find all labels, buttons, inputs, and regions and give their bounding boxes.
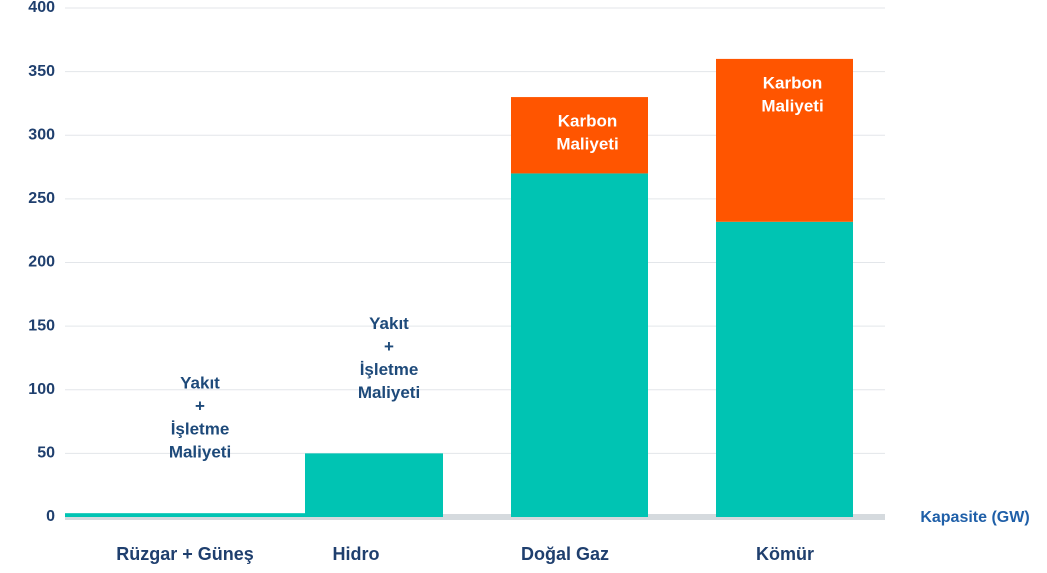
- x-tick-label: Kömür: [756, 544, 814, 564]
- y-tick-label: 50: [37, 445, 55, 462]
- segment-label: Maliyeti: [169, 443, 231, 462]
- y-tick-label: 150: [28, 317, 55, 334]
- segment-label: Karbon: [558, 112, 618, 131]
- bar-segment: [716, 221, 853, 517]
- segment-label: Yakıt: [180, 374, 220, 393]
- bar-segment: [305, 453, 443, 517]
- y-tick-label: 350: [28, 63, 55, 80]
- x-tick-label: Hidro: [333, 544, 380, 564]
- segment-label: Yakıt: [369, 314, 409, 333]
- bar-segment: [65, 513, 305, 517]
- segment-label: İşletme: [171, 420, 230, 439]
- y-tick-label: 400: [28, 0, 55, 16]
- y-tick-label: 250: [28, 190, 55, 207]
- bar-segment: [511, 97, 648, 174]
- segment-label: Maliyeti: [761, 96, 823, 115]
- y-tick-label: 0: [46, 508, 55, 525]
- y-tick-label: 100: [28, 381, 55, 398]
- segment-label: Maliyeti: [358, 383, 420, 402]
- y-tick-label: 300: [28, 126, 55, 143]
- segment-label: Maliyeti: [556, 135, 618, 154]
- x-axis-label: Kapasite (GW): [920, 509, 1029, 526]
- bar-segment: [716, 58, 853, 222]
- segment-label: İşletme: [360, 360, 419, 379]
- segment-label: +: [384, 337, 394, 356]
- bar-segment: [511, 173, 648, 518]
- segment-label: +: [195, 397, 205, 416]
- x-tick-label: Rüzgar + Güneş: [116, 544, 254, 564]
- x-tick-label: Doğal Gaz: [521, 544, 609, 564]
- y-tick-label: 200: [28, 254, 55, 271]
- segment-label: Karbon: [763, 73, 823, 92]
